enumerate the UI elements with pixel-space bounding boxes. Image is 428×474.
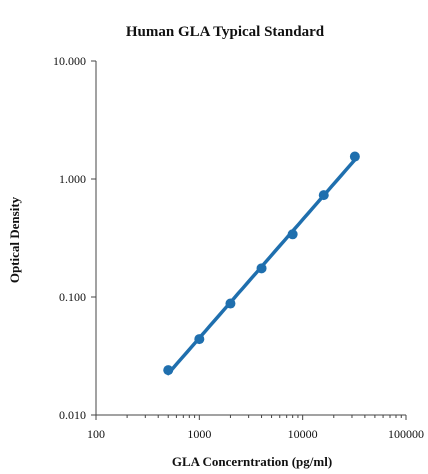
data-point xyxy=(318,190,329,201)
data-point xyxy=(256,263,267,274)
data-point xyxy=(194,334,205,345)
y-axis-label: Optical Density xyxy=(7,196,22,283)
y-tick-label: 0.010 xyxy=(59,408,86,422)
x-tick-label: 1000 xyxy=(187,427,211,441)
y-tick-label: 1.000 xyxy=(59,172,86,186)
x-tick-label: 10000 xyxy=(288,427,318,441)
data-point xyxy=(225,298,236,309)
axes: 0.010 0.100 1.000 10.000 100 1000 10000 100000 xyxy=(53,54,424,441)
y-tick-label: 0.100 xyxy=(59,290,86,304)
x-tick-label: 100 xyxy=(87,427,105,441)
x-axis-label: GLA Concerntration (pg/ml) xyxy=(172,454,332,469)
data-point xyxy=(287,229,298,240)
data-point xyxy=(349,151,360,162)
data-point xyxy=(163,365,174,376)
x-tick-label: 100000 xyxy=(388,427,424,441)
data-points-layer xyxy=(163,151,360,376)
y-tick-label: 10.000 xyxy=(53,54,86,68)
chart-title: Human GLA Typical Standard xyxy=(126,24,325,40)
